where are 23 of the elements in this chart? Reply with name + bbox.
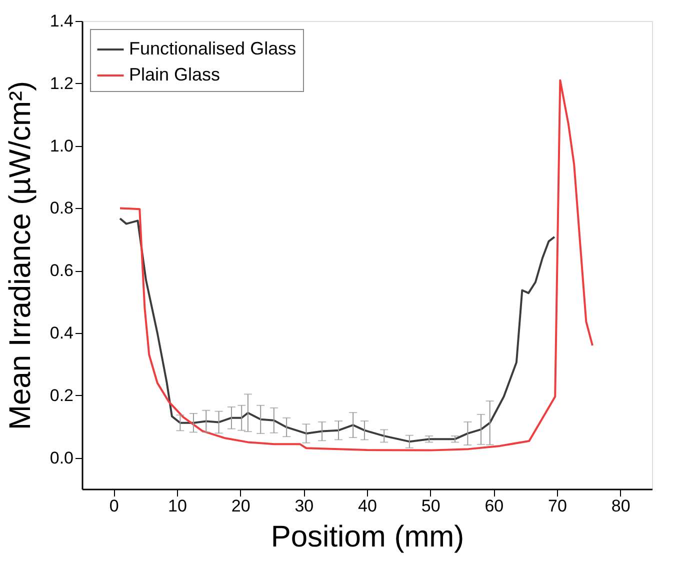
y-tick-label: 0.0: [50, 448, 74, 468]
x-tick-label: 20: [231, 496, 250, 516]
y-axis-title: Mean Irradiance (µW/cm²): [4, 80, 37, 430]
y-tick-label: 0.4: [50, 324, 74, 342]
x-tick-label: 0: [109, 496, 119, 516]
x-tick-label: 80: [611, 496, 630, 516]
y-tick-label: 1.4: [50, 12, 74, 30]
line-series: [119, 217, 556, 443]
legend-label: Plain Glass: [129, 64, 220, 84]
x-tick-label: 50: [421, 496, 440, 516]
x-tick-label: 30: [294, 496, 314, 516]
y-tick-label: 1.0: [50, 136, 74, 156]
y-tick-label: 0.8: [50, 198, 74, 218]
y-tick-label: 0.6: [50, 261, 74, 280]
x-axis-title: Positiom (mm): [270, 520, 464, 554]
y-tick-label: 1.2: [50, 74, 74, 93]
x-tick-label: 60: [484, 496, 504, 516]
y-tick-label: 0.2: [50, 386, 74, 405]
x-tick-label: 10: [168, 496, 187, 516]
line-series: [119, 79, 594, 452]
x-tick-label: 70: [548, 496, 567, 516]
legend-label: Functionalised Glass: [129, 38, 296, 58]
x-tick-label: 40: [358, 496, 377, 516]
